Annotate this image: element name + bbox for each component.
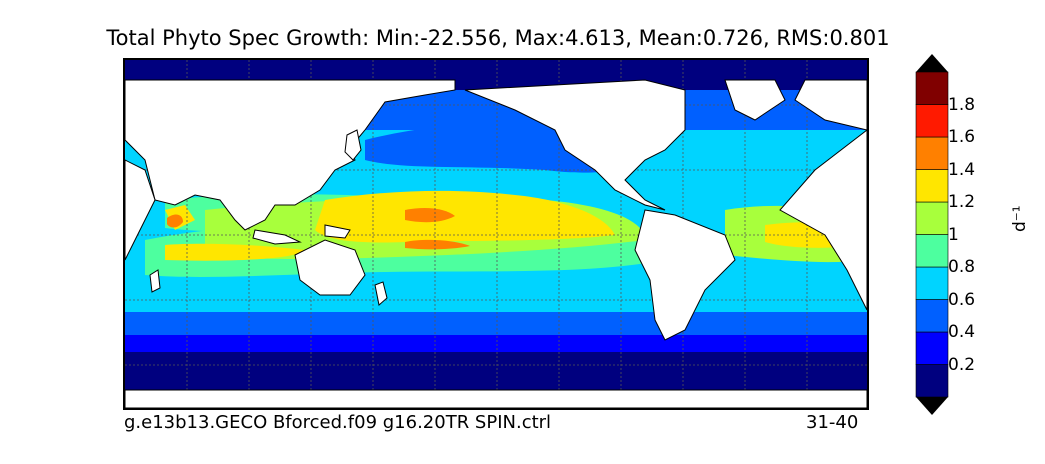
colorbar-level-4 — [915, 234, 949, 268]
colorbar-extend-max — [916, 54, 948, 72]
colorbar-level-0 — [915, 364, 949, 398]
colorbar-level-2 — [915, 299, 949, 333]
colorbar-tick-label: 0.4 — [948, 322, 976, 342]
colorbar-extend-min — [916, 397, 948, 415]
colorbar-level-5 — [915, 201, 949, 235]
colorbar-tick-label: 1.8 — [948, 94, 976, 115]
colorbar-tick-label: 1.2 — [948, 192, 976, 212]
colorbar-tick-label: 0.6 — [948, 289, 976, 310]
map-title: Total Phyto Spec Growth: Min:-22.556, Ma… — [106, 26, 890, 50]
colorbar-level-7 — [915, 136, 949, 170]
colorbar-level-8 — [915, 104, 949, 138]
colorbar-level-6 — [915, 169, 949, 203]
colorbar-tick-label: 1 — [948, 224, 959, 245]
colorbar-level-3 — [915, 266, 949, 300]
colorbar-tick-label: 0.2 — [948, 354, 976, 375]
colorbar-tick-label: 0.8 — [948, 257, 976, 277]
run-caption: g.e13b13.GECO Bforced.f09 g16.20TR SPIN.… — [124, 412, 552, 433]
colorbar-level-9 — [915, 71, 949, 105]
colorbar-tick-label: 1.6 — [948, 127, 976, 147]
ocean-field-map — [125, 60, 867, 408]
time-period-label: 31-40 — [806, 412, 859, 433]
colorbar-level-1 — [915, 331, 949, 365]
map-panel — [123, 58, 869, 410]
colorbar-unit-label: d⁻¹ — [1010, 205, 1030, 232]
colorbar — [915, 54, 949, 415]
colorbar-tick-label: 1.4 — [948, 159, 976, 180]
